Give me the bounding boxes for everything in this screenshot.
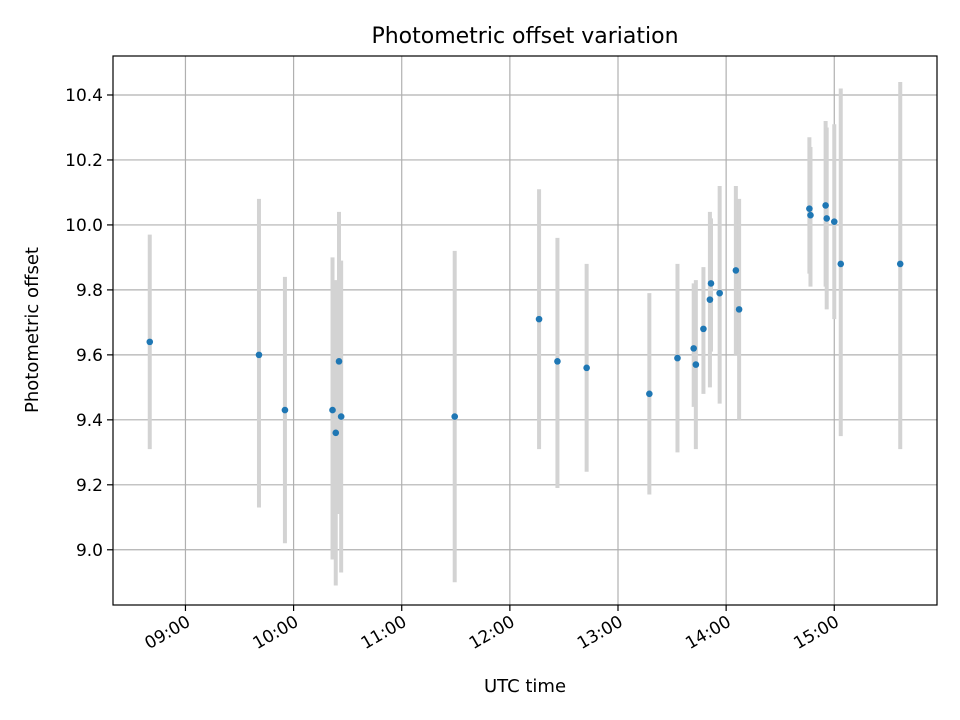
data-point bbox=[707, 280, 715, 287]
x-tick-label: 11:00 bbox=[358, 612, 410, 654]
data-point bbox=[732, 267, 740, 274]
x-tick-label: 15:00 bbox=[790, 612, 842, 654]
y-tick-label: 10.0 bbox=[65, 216, 103, 236]
data-point bbox=[255, 351, 263, 359]
y-tick-label: 9.6 bbox=[76, 346, 103, 366]
data-point bbox=[281, 406, 289, 414]
y-tick-label: 9.2 bbox=[76, 476, 103, 496]
data-point bbox=[674, 354, 681, 362]
data-point bbox=[896, 260, 904, 268]
data-point bbox=[554, 358, 561, 365]
data-point bbox=[807, 211, 814, 219]
data-point bbox=[337, 413, 345, 420]
x-tick-label: 12:00 bbox=[466, 612, 518, 654]
data-points bbox=[146, 202, 904, 437]
y-tick-label: 9.8 bbox=[76, 281, 103, 301]
data-point bbox=[146, 338, 154, 346]
data-point bbox=[692, 361, 700, 368]
data-point bbox=[822, 202, 829, 209]
x-tick-label: 14:00 bbox=[682, 612, 734, 654]
data-point bbox=[451, 413, 459, 420]
x-tick-label: 09:00 bbox=[142, 612, 194, 654]
x-tick-label: 10:00 bbox=[250, 612, 302, 654]
grid bbox=[113, 56, 937, 605]
chart-title: Photometric offset variation bbox=[371, 24, 678, 49]
plot-frame bbox=[112, 55, 938, 606]
data-point bbox=[806, 205, 813, 212]
data-point bbox=[690, 345, 697, 352]
data-point bbox=[646, 390, 653, 398]
data-point bbox=[716, 289, 723, 297]
y-tick-label: 10.4 bbox=[65, 86, 103, 106]
data-point bbox=[830, 218, 838, 225]
data-point bbox=[706, 296, 714, 303]
y-axis-label: Photometric offset bbox=[22, 247, 43, 413]
error-bars bbox=[147, 81, 903, 586]
data-point bbox=[837, 260, 845, 268]
y-tick-label: 9.0 bbox=[76, 541, 103, 561]
data-point bbox=[535, 315, 543, 323]
data-point bbox=[700, 325, 707, 333]
data-point bbox=[335, 358, 343, 365]
data-point bbox=[583, 364, 590, 372]
data-point bbox=[332, 429, 340, 437]
y-tick-label: 9.4 bbox=[76, 411, 103, 431]
y-tick-label: 10.2 bbox=[65, 151, 103, 171]
x-tick-label: 13:00 bbox=[574, 612, 626, 654]
data-point bbox=[823, 215, 831, 222]
data-point bbox=[329, 406, 336, 414]
x-axis-label: UTC time bbox=[484, 676, 566, 697]
data-point bbox=[735, 306, 743, 313]
